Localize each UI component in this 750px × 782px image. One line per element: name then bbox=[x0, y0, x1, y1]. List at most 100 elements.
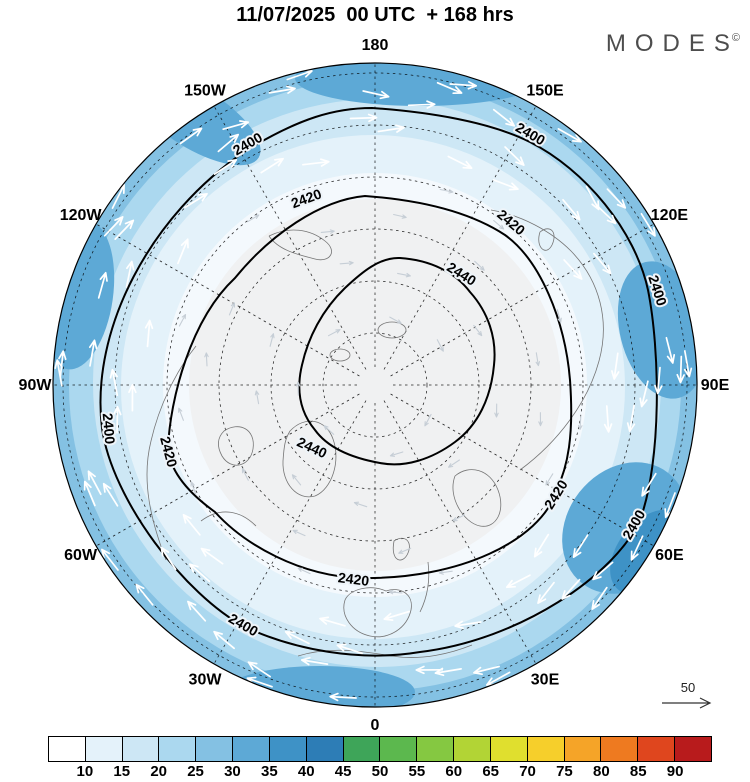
wind-arrow bbox=[452, 514, 466, 522]
wind-arrow bbox=[200, 547, 224, 565]
coastline-france bbox=[419, 561, 430, 613]
longitude-label: 150E bbox=[526, 83, 564, 100]
polar-map: 2400 240024002400240024002420242024202420… bbox=[19, 37, 730, 732]
wind-arrow bbox=[254, 390, 260, 405]
wind-arrow bbox=[302, 158, 330, 167]
wind-arrow bbox=[591, 586, 608, 610]
wind-arrow bbox=[473, 665, 500, 676]
wind-arrow bbox=[300, 656, 329, 666]
contour-2400 bbox=[99, 106, 658, 657]
colorbar-tick-label: 30 bbox=[224, 763, 241, 780]
wind-arrow bbox=[562, 198, 581, 221]
wind-arrow bbox=[353, 501, 368, 508]
wind-arrow bbox=[398, 547, 412, 554]
coastline-north-america-east bbox=[200, 511, 257, 527]
colorbar-cell bbox=[416, 737, 454, 761]
coastline-japan bbox=[538, 228, 555, 251]
wind-arrow bbox=[537, 581, 555, 604]
wind-arrow bbox=[578, 415, 583, 430]
wind-arrow bbox=[58, 350, 67, 378]
colorbar-cell bbox=[49, 737, 85, 761]
wind-arrow bbox=[585, 185, 600, 211]
wind-arrow bbox=[557, 128, 582, 143]
wind-arrow bbox=[676, 355, 685, 384]
wind-arrow bbox=[474, 260, 485, 271]
wind-arrow bbox=[665, 336, 676, 364]
colorbar-tick-label: 15 bbox=[113, 763, 131, 780]
wind-arrow bbox=[190, 481, 197, 495]
wind-reference-label: 50 bbox=[681, 680, 695, 695]
wind-arrow bbox=[473, 324, 483, 337]
wind-arrow bbox=[247, 661, 271, 678]
wind-arrow bbox=[114, 219, 135, 240]
wind-arrow bbox=[561, 578, 581, 600]
colorbar-tick-label: 20 bbox=[150, 763, 167, 780]
wind-arrow bbox=[595, 204, 617, 225]
wind-arrow bbox=[260, 157, 284, 174]
latitude-circle bbox=[166, 176, 584, 594]
colorbar-tick-label: 85 bbox=[629, 763, 647, 780]
wind-arrow bbox=[640, 212, 656, 237]
wind-arrow bbox=[556, 309, 562, 323]
contour-2440 bbox=[298, 256, 496, 466]
wind-arrow bbox=[295, 381, 301, 396]
wind-arrow bbox=[268, 85, 296, 94]
longitude-label: 0 bbox=[371, 717, 380, 732]
wind-arrow bbox=[83, 480, 96, 507]
longitude-line bbox=[383, 105, 537, 370]
wind-arrow bbox=[407, 100, 436, 109]
longitude-label: 30E bbox=[531, 671, 560, 688]
wind-arrow bbox=[449, 81, 478, 90]
longitude-label: 180 bbox=[362, 37, 389, 54]
wind-arrow bbox=[247, 214, 260, 223]
wind-arrow bbox=[606, 188, 627, 209]
coastline-greenland bbox=[282, 420, 337, 498]
wind-arrow bbox=[102, 482, 119, 507]
wind-arrow bbox=[626, 404, 636, 433]
colorbar-cell bbox=[563, 737, 601, 761]
wind-arrow bbox=[654, 366, 663, 395]
wind-arrow bbox=[177, 238, 189, 265]
wind-arrow bbox=[188, 563, 211, 583]
longitude-label: 90E bbox=[701, 377, 730, 394]
coastline-britain bbox=[392, 537, 410, 561]
colorbar-cell bbox=[674, 737, 711, 761]
wind-arrow bbox=[415, 665, 444, 675]
wind-arrow bbox=[336, 643, 363, 655]
graticule bbox=[53, 63, 697, 707]
colorbar-cell bbox=[637, 737, 675, 761]
longitude-line bbox=[390, 393, 655, 547]
modes-logo: MODES© bbox=[606, 30, 740, 58]
wind-arrow bbox=[222, 120, 250, 131]
wind-arrow bbox=[505, 574, 531, 589]
wind-arrow bbox=[393, 213, 407, 219]
wind-arrow bbox=[339, 260, 354, 266]
outer-wind-arrows bbox=[54, 69, 693, 702]
coastline-hudson-bay bbox=[218, 426, 254, 466]
wind-arrow bbox=[504, 146, 525, 166]
longitude-line bbox=[95, 223, 360, 377]
wind-arrow bbox=[101, 548, 119, 571]
wind-arrow bbox=[204, 352, 209, 367]
wind-arrow bbox=[533, 533, 550, 558]
colorbar-tick-label: 80 bbox=[592, 763, 610, 780]
wind-arrow bbox=[448, 459, 460, 468]
wind-arrow bbox=[389, 451, 404, 457]
coastline-arctic-island bbox=[329, 348, 351, 362]
wind-arrow bbox=[178, 314, 187, 327]
longitude-label: 90W bbox=[19, 377, 53, 394]
wind-arrow bbox=[213, 158, 238, 175]
wind-arrow bbox=[436, 339, 444, 352]
coastline-scandinavia bbox=[452, 469, 502, 527]
wind-arrow bbox=[362, 90, 390, 100]
longitude-label: 150W bbox=[184, 83, 227, 100]
wind-arrow bbox=[447, 155, 473, 169]
colorbar-tick-label: 60 bbox=[445, 763, 463, 780]
colorbar-tick-label: 50 bbox=[371, 763, 389, 780]
wind-arrow bbox=[383, 610, 411, 621]
wind-arrow bbox=[438, 570, 453, 575]
wind-arrow bbox=[179, 127, 203, 145]
wind-arrow bbox=[213, 630, 235, 650]
longitude-label: 120E bbox=[651, 207, 689, 224]
wind-arrow bbox=[572, 534, 589, 558]
